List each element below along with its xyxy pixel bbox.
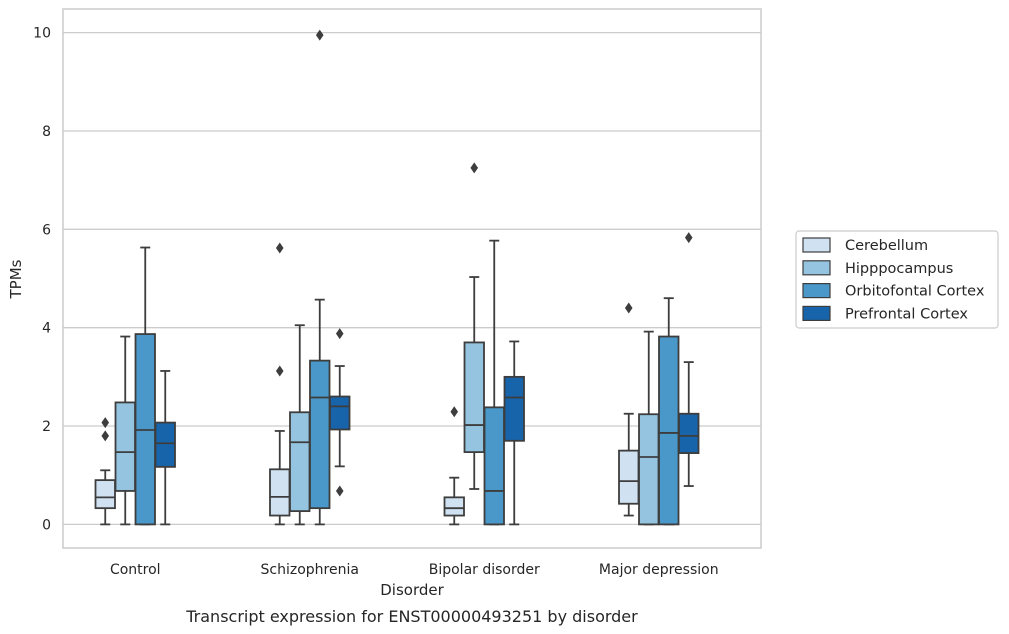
outlier-point: [275, 365, 284, 377]
y-tick-label: 10: [33, 26, 51, 42]
box-iqr: [94, 479, 116, 510]
box-orbitofontal-cortex: [134, 246, 156, 526]
box-iqr: [289, 411, 311, 513]
legend-swatch: [802, 305, 831, 321]
outlier-point: [275, 242, 284, 254]
legend-swatch: [802, 260, 831, 276]
y-tick-label: 4: [42, 321, 51, 337]
legend-swatch: [802, 237, 831, 253]
chart-caption: Transcript expression for ENST0000049325…: [185, 607, 638, 626]
box-cerebellum: [94, 417, 116, 526]
legend-label: Hipppocampus: [845, 261, 953, 277]
box-plot-area: [94, 29, 700, 526]
box-iqr: [463, 341, 485, 454]
box-prefrontal-cortex: [503, 340, 525, 526]
box-cerebellum: [443, 406, 465, 526]
box-hipppocampus: [289, 324, 311, 526]
box-iqr: [618, 449, 640, 505]
legend-label: Prefrontal Cortex: [845, 306, 968, 322]
box-cerebellum: [618, 302, 640, 517]
outlier-point: [101, 417, 110, 429]
legend-frame: [795, 230, 999, 329]
x-tick-label: Bipolar disorder: [429, 562, 540, 578]
box-iqr: [114, 401, 136, 492]
y-tick-label: 2: [42, 419, 51, 435]
box-iqr: [329, 395, 351, 431]
y-axis-ticks: 0 2 4 6 8 10: [33, 26, 51, 534]
box-hipppocampus: [463, 162, 485, 490]
outlier-point: [315, 29, 324, 41]
box-iqr: [638, 413, 660, 526]
legend-swatch: [802, 283, 831, 299]
legend: Cerebellum Hipppocampus Orbitofontal Corte…: [795, 230, 999, 329]
outlier-point: [684, 232, 693, 244]
outlier-point: [335, 328, 344, 340]
outlier-point: [470, 162, 479, 174]
box-orbitofontal-cortex: [483, 239, 505, 526]
box-iqr: [154, 421, 176, 468]
y-axis-label: TPMs: [7, 259, 25, 299]
x-tick-label: Control: [110, 562, 161, 578]
legend-label: Cerebellum: [845, 238, 928, 254]
outlier-point: [335, 485, 344, 497]
plot-frame: [62, 8, 762, 549]
box-orbitofontal-cortex: [309, 29, 331, 526]
box-iqr: [269, 468, 291, 517]
box-iqr: [503, 375, 525, 442]
outlier-point: [450, 406, 459, 418]
y-tick-label: 0: [42, 517, 51, 533]
y-tick-label: 6: [42, 222, 51, 238]
outlier-point: [624, 302, 633, 314]
x-tick-label: Schizophrenia: [261, 562, 359, 578]
outlier-point: [101, 430, 110, 442]
box-hipppocampus: [114, 335, 136, 526]
box-iqr: [443, 496, 465, 517]
box-prefrontal-cortex: [154, 370, 176, 526]
box-hipppocampus: [638, 330, 660, 526]
x-axis-ticks: Control Schizophrenia Bipolar disorder Majo…: [110, 562, 719, 578]
box-iqr: [678, 412, 700, 454]
x-axis-label: Disorder: [380, 581, 444, 599]
x-tick-label: Major depression: [599, 562, 719, 578]
box-prefrontal-cortex: [329, 328, 351, 497]
box-iqr: [309, 359, 331, 510]
box-orbitofontal-cortex: [658, 297, 680, 526]
box-prefrontal-cortex: [678, 232, 700, 487]
box-iqr: [658, 335, 680, 526]
box-iqr: [483, 406, 505, 526]
y-tick-label: 8: [42, 124, 51, 140]
box-cerebellum: [269, 242, 291, 526]
legend-label: Orbitofontal Cortex: [845, 284, 985, 300]
